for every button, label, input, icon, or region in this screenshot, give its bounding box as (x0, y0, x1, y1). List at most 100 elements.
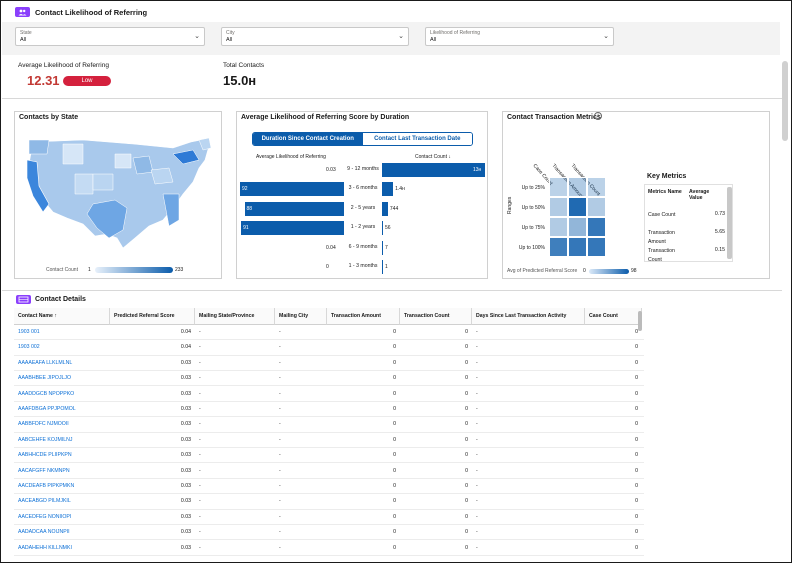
heatmap-cell[interactable] (549, 217, 568, 237)
key-metric-name: Transaction Count (648, 248, 675, 263)
table-cell: - (199, 421, 201, 428)
table-cell: 0 (393, 452, 396, 459)
heatmap-cell[interactable] (587, 197, 606, 217)
heatmap-cell[interactable] (568, 217, 587, 237)
table-cell: 0.03 (180, 359, 191, 366)
contact-name-link[interactable]: AACDEAFB PIPKPMKN (18, 483, 75, 489)
count-bar[interactable] (382, 163, 485, 177)
table-cell: 0 (635, 329, 638, 335)
table-cell: 0.04 (180, 344, 191, 351)
column-header[interactable]: Mailing State/Province (195, 308, 275, 325)
column-header[interactable]: Contact Name ↑ (14, 308, 110, 325)
column-header[interactable]: Mailing City (275, 308, 327, 325)
count-bar[interactable] (382, 182, 394, 197)
key-metric-value: 0.15 (714, 247, 725, 253)
heatmap-cell[interactable] (568, 177, 587, 197)
table-row[interactable]: AACDEAFB PIPKPMKN 0.03 - - 0 0 - 0 (14, 479, 644, 495)
column-header[interactable]: Days Since Last Transaction Activity (472, 308, 585, 325)
table-row[interactable]: 1903 002 0.04 - - 0 0 - 0 (14, 340, 644, 356)
table-cell: 0 (465, 406, 468, 412)
contact-name-link[interactable]: AABHHCDE PLIIPKPN (18, 452, 72, 459)
contact-name-link[interactable]: AABCEHFE KOJMILNJ (18, 436, 73, 443)
avg-bar[interactable] (244, 201, 344, 216)
table-cell: 0 (635, 359, 638, 366)
contact-name-link[interactable]: AADAHEHH KILLNMKI (18, 544, 72, 551)
contact-name-link[interactable]: AAADDGCB NPOPPKO (18, 390, 75, 397)
table-row[interactable]: AABBFDFC NJMOOII 0.03 - - 0 0 - 0 (14, 417, 644, 433)
state-filter-dropdown[interactable]: State All ⌄ (15, 27, 205, 46)
table-row[interactable]: AACEABGD PILMJKIL 0.03 - - 0 0 - 0 (14, 494, 644, 510)
table-cell: 0 (465, 390, 468, 397)
table-row[interactable]: AAAAEAFA LLKLMLNL 0.03 - - 0 0 - 0 (14, 356, 644, 372)
column-header[interactable]: Case Count (585, 308, 642, 325)
contact-name-link[interactable]: AAAFDBGA PPJPOMOL (18, 406, 76, 412)
toggle-duration-since-creation[interactable]: Duration Since Contact Creation (253, 133, 363, 145)
contact-name-link[interactable]: 1903 002 (18, 344, 40, 351)
key-metric-value: 5.65 (714, 229, 725, 235)
avg-likelihood-value: 12.31 (27, 73, 60, 88)
heatmap-cell[interactable] (568, 197, 587, 217)
heatmap-cell[interactable] (568, 237, 587, 257)
table-row[interactable]: AAABHBEE JIPOJLJO 0.03 - - 0 0 - 0 (14, 371, 644, 387)
table-row[interactable]: 1903 001 0.04 - - 0 0 - 0 (14, 325, 644, 341)
heatmap-cell[interactable] (549, 177, 568, 197)
table-row[interactable]: AAAFDBGA PPJPOMOL 0.03 - - 0 0 - 0 (14, 402, 644, 418)
table-row[interactable]: AABCEHFE KOJMILNJ 0.03 - - 0 0 - 0 (14, 433, 644, 449)
table-cell: - (279, 436, 281, 443)
contact-name-link[interactable]: AACEDFEG NONIIOPI (18, 513, 72, 520)
dashboard-header: Contact Likelihood of Referring (2, 2, 791, 22)
heatmap-cell[interactable] (549, 237, 568, 257)
heatmap-cell[interactable] (549, 197, 568, 217)
contact-name-link[interactable]: 1903 001 (18, 329, 40, 335)
contact-name-link[interactable]: AABBFDFC NJMOOII (18, 421, 69, 428)
table-cell: 0 (635, 529, 638, 536)
avg-bar[interactable] (241, 221, 344, 236)
column-header[interactable]: Transaction Amount (327, 308, 400, 325)
page-title: Contact Likelihood of Referring (35, 8, 148, 17)
contact-name-link[interactable]: AAAAEAFA LLKLMLNL (18, 359, 73, 366)
map-legend-gradient (95, 267, 173, 273)
likelihood-filter-dropdown[interactable]: Likelihood of Referring All ⌄ (425, 27, 614, 46)
column-header[interactable]: Transaction Count (400, 308, 472, 325)
count-bar[interactable] (382, 201, 388, 216)
toggle-last-transaction-date[interactable]: Contact Last Transaction Date (362, 133, 472, 145)
key-metrics-scrollbar[interactable] (727, 187, 732, 259)
table-cell: - (476, 483, 478, 489)
count-bar[interactable] (382, 240, 383, 255)
contact-name-link[interactable]: AAABHBEE JIPOJLJO (18, 375, 72, 382)
count-bar[interactable] (382, 260, 383, 274)
count-bar[interactable] (382, 221, 383, 236)
table-cell: 0 (465, 329, 468, 335)
table-row[interactable]: AADADCAA NOIJNPII 0.03 - - 0 0 - 0 (14, 525, 644, 541)
table-cell: 0.03 (180, 421, 191, 428)
table-row[interactable]: AADAHEHH KILLNMKI 0.03 - - 0 0 - 0 (14, 541, 644, 556)
table-cell: 0 (393, 406, 396, 412)
table-cell: 0.03 (180, 436, 191, 443)
table-cell: 0 (393, 359, 396, 366)
column-header[interactable]: Predicted Referral Score (110, 308, 195, 325)
contacts-by-state-panel: Contacts by State Contact Count 1 233 (14, 111, 222, 279)
table-row[interactable]: AACAFGFF NKMNPN 0.03 - - 0 0 - 0 (14, 464, 644, 479)
table-row[interactable]: AABHHCDE PLIIPKPN 0.03 - - 0 0 - 0 (14, 448, 644, 464)
duration-row-label: 2 - 5 years (350, 204, 376, 211)
table-cell: - (476, 436, 478, 443)
heatmap-legend-max: 98 (631, 268, 637, 274)
info-icon[interactable]: i (594, 112, 602, 120)
contact-name-link[interactable]: AACAFGFF NKMNPN (18, 467, 70, 474)
heatmap-row-label: Up to 25% (521, 185, 545, 191)
contact-name-link[interactable]: AADADCAA NOIJNPII (18, 529, 70, 536)
table-row[interactable]: AAADDGCB NPOPPKO 0.03 - - 0 0 - 0 (14, 387, 644, 402)
heatmap-cell[interactable] (587, 237, 606, 257)
contact-name-link[interactable]: AACEABGD PILMJKIL (18, 498, 71, 505)
us-map[interactable] (23, 134, 218, 256)
heatmap-cell[interactable] (587, 217, 606, 237)
city-filter-dropdown[interactable]: City All ⌄ (221, 27, 409, 46)
table-row[interactable]: AACEDFEG NONIIOPI 0.03 - - 0 0 - 0 (14, 510, 644, 526)
page-scrollbar[interactable] (782, 61, 788, 141)
count-data-label: 1.4ʜ (395, 186, 405, 193)
avg-bar[interactable] (240, 182, 344, 197)
table-cell: - (279, 359, 281, 366)
key-metrics-header: Metrics Name (648, 189, 682, 195)
heatmap-cell[interactable] (587, 177, 606, 197)
table-scrollbar[interactable] (638, 311, 642, 331)
